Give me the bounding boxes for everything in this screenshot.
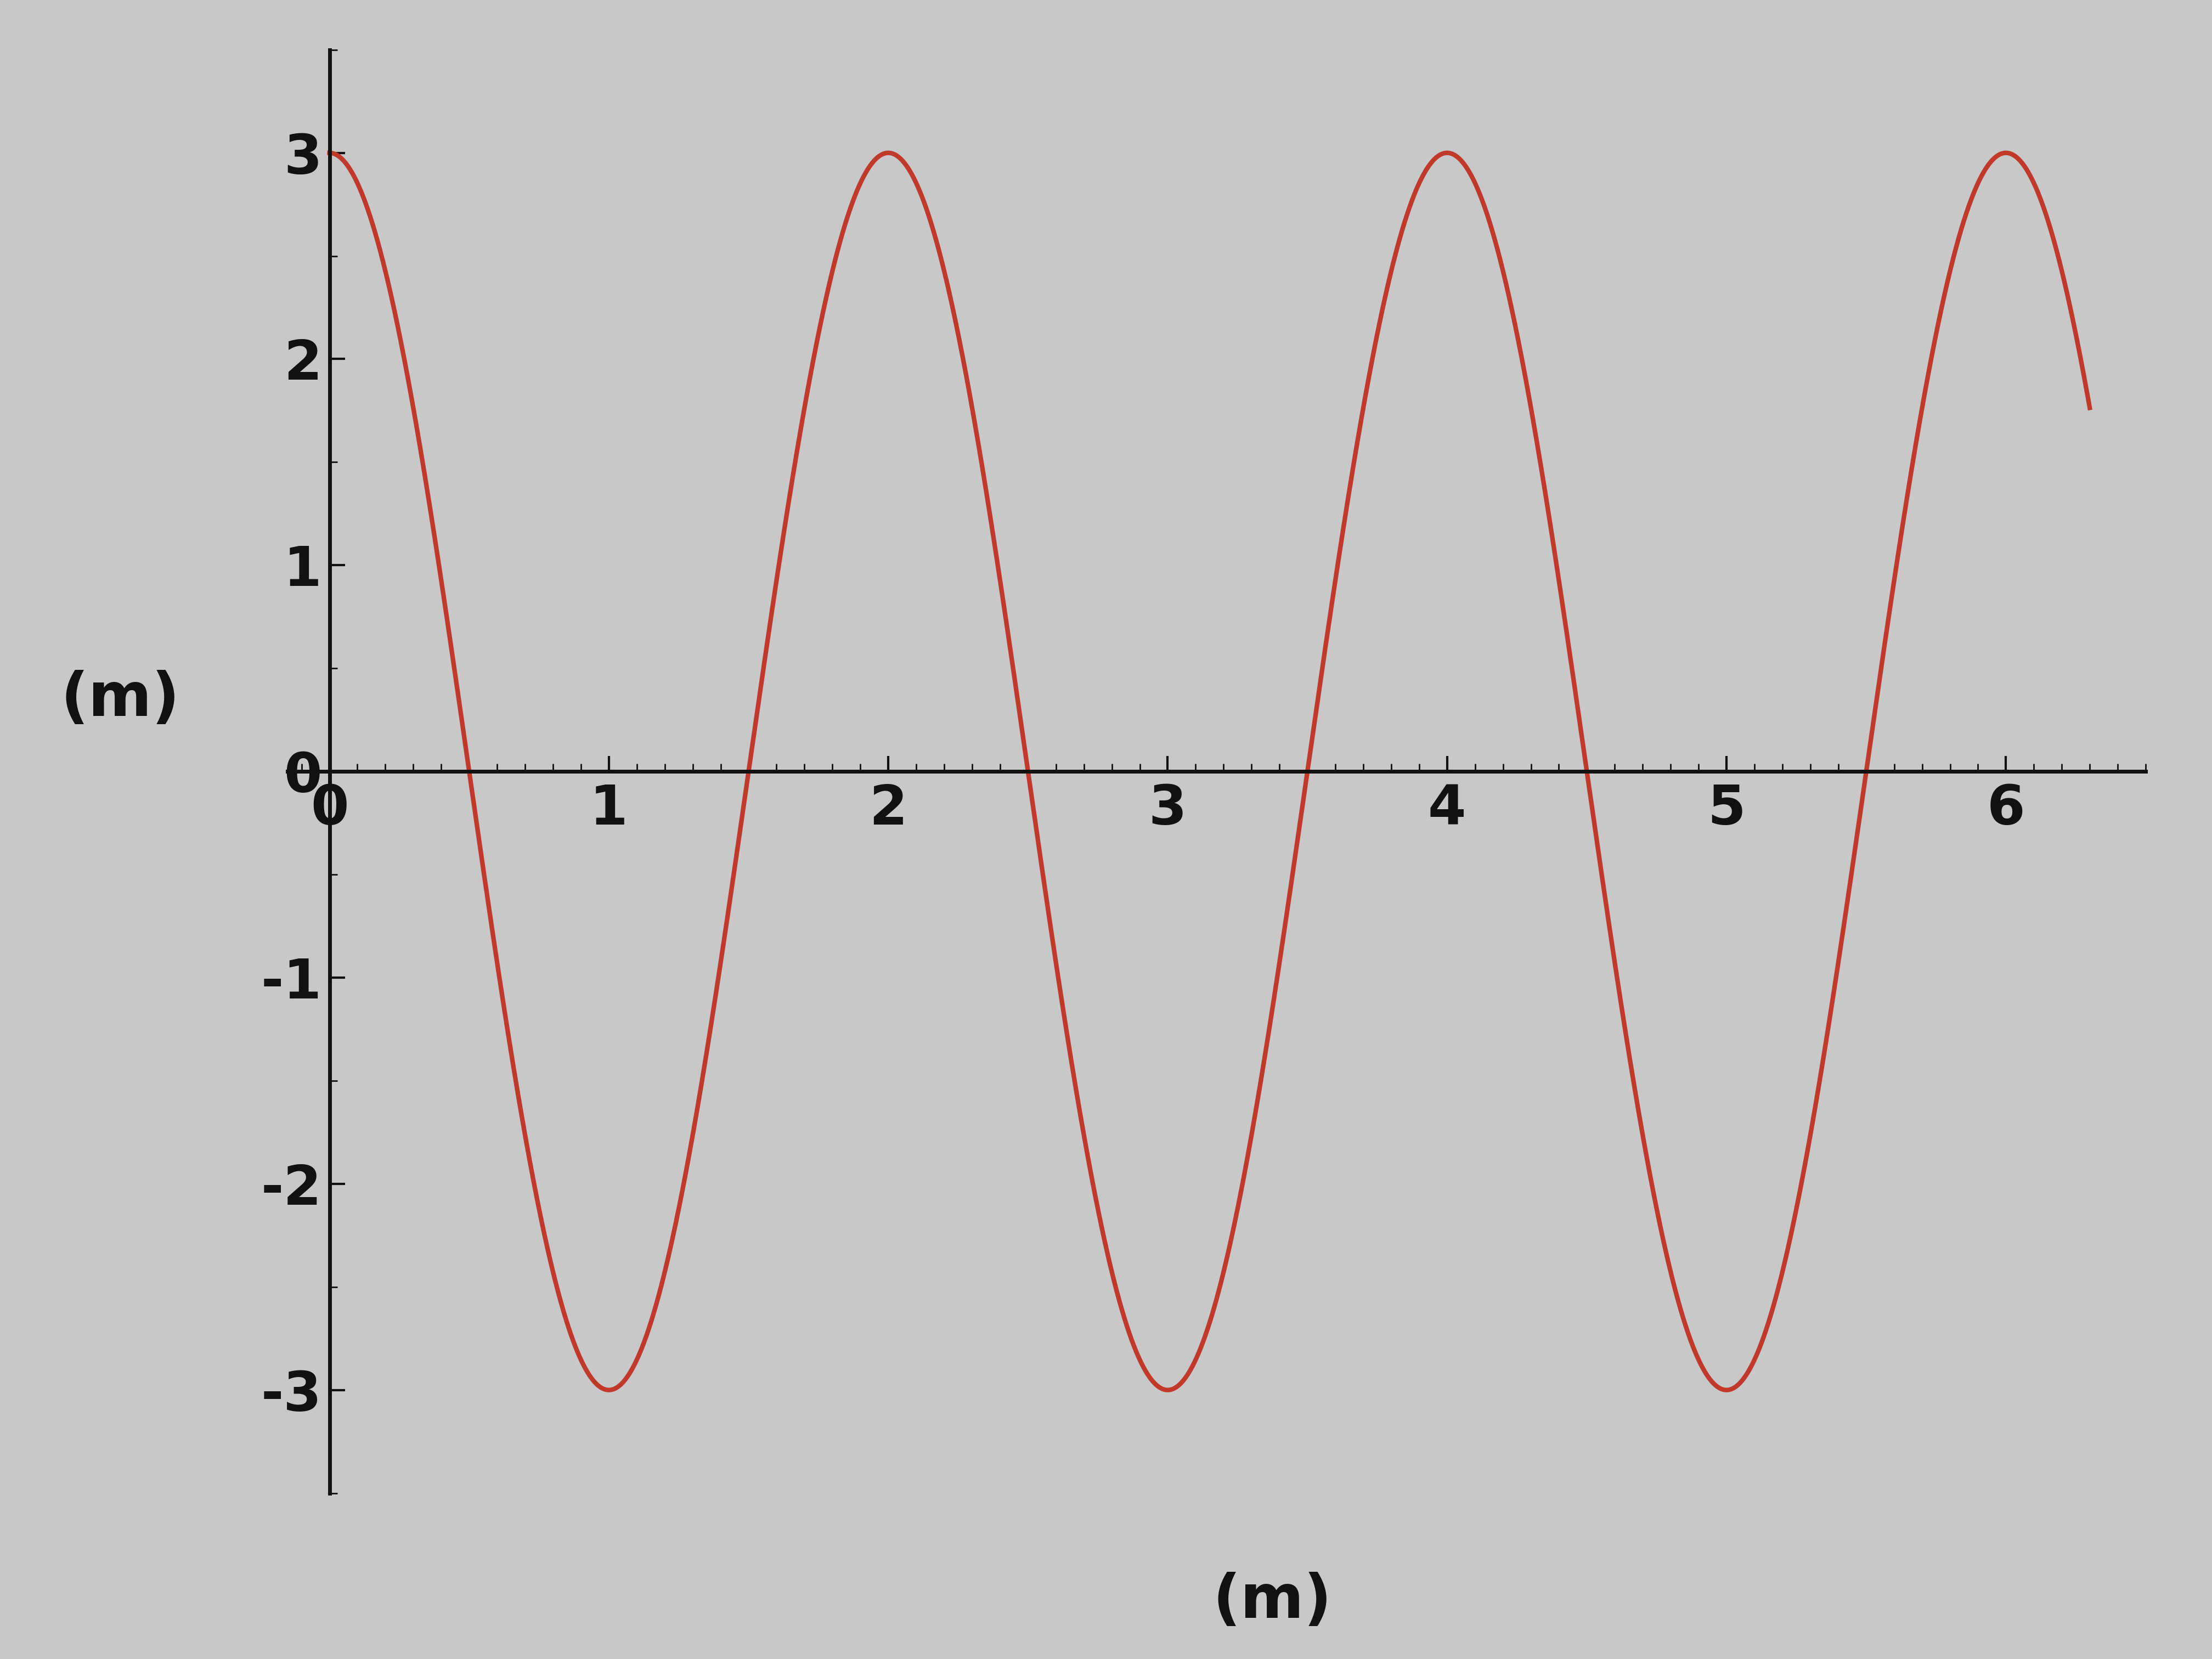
Text: (m): (m)	[60, 670, 179, 728]
Text: (m): (m)	[1212, 1573, 1332, 1631]
